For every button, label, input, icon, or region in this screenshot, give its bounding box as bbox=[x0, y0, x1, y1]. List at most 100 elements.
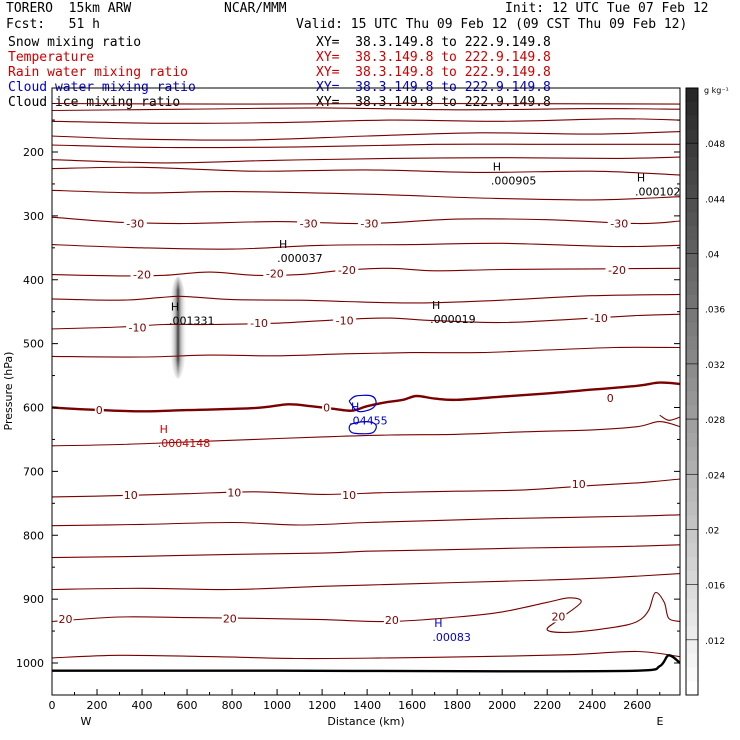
temperature-contour-label: -30 bbox=[300, 218, 318, 231]
x-tick-label: 400 bbox=[132, 699, 153, 712]
y-tick-label: 200 bbox=[23, 146, 44, 159]
temperature-contour-label: 0 bbox=[607, 392, 614, 405]
contour-label-bg bbox=[383, 614, 400, 627]
x-tick-label: 1600 bbox=[398, 699, 426, 712]
colorbar-unit: g kg⁻¹ bbox=[704, 86, 729, 95]
temperature-contour-line bbox=[52, 118, 680, 124]
field-temperature-name: Temperature bbox=[8, 50, 95, 65]
colorbar-swatch bbox=[686, 253, 698, 268]
contour-label-bg bbox=[335, 264, 359, 277]
y-tick-label: 300 bbox=[23, 210, 44, 223]
contour-label-bg bbox=[570, 478, 587, 491]
temperature-contour-line bbox=[52, 421, 680, 447]
extremum-value: .000905 bbox=[491, 175, 537, 188]
contour-label-bg bbox=[322, 401, 332, 414]
colorbar-swatch bbox=[686, 501, 698, 517]
cloud-water-contour bbox=[348, 394, 377, 435]
colorbar-swatch bbox=[686, 432, 698, 448]
colorbar-swatch bbox=[686, 239, 698, 255]
field-snow-xy: XY= 38.3.149.8 to 222.9.149.8 bbox=[316, 35, 551, 50]
temperature-contour-label: -20 bbox=[338, 264, 356, 277]
temperature-contour-line bbox=[52, 313, 680, 330]
x-tick-label: 2200 bbox=[533, 699, 561, 712]
contour-label-bg bbox=[607, 217, 631, 230]
x-tick-label: 2600 bbox=[623, 699, 651, 712]
colorbar-tick-label: .028 bbox=[705, 416, 725, 426]
temperature-contour-label: 0 bbox=[96, 404, 103, 417]
colorbar-swatch bbox=[686, 681, 698, 696]
contour-label-bg bbox=[123, 217, 147, 230]
colorbar-swatch bbox=[686, 626, 698, 641]
field-temperature-xy: XY= 38.3.149.8 to 222.9.149.8 bbox=[316, 50, 551, 65]
temperature-contour-line bbox=[52, 544, 680, 559]
colorbar-tick-label: .012 bbox=[705, 637, 725, 647]
colorbar-swatch bbox=[686, 460, 698, 475]
field-rain-xy: XY= 38.3.149.8 to 222.9.149.8 bbox=[316, 65, 551, 80]
terrain-surface bbox=[52, 654, 680, 673]
contour-label-bg bbox=[247, 317, 271, 330]
extremum-marker: H bbox=[493, 161, 501, 174]
colorbar-swatch bbox=[686, 598, 698, 613]
colorbar-swatch bbox=[686, 639, 698, 655]
colorbar-swatch bbox=[686, 446, 698, 462]
extremum-value: .0004148 bbox=[158, 437, 211, 450]
temperature-contour-label: 10 bbox=[572, 478, 586, 491]
contour-labels: -30 -30 -30 -30 -20 -20 -20 -20 -10 -10 -10 -10 0 0 0 1… bbox=[57, 217, 631, 627]
extrema-markers: H.000905 H.000102H.000037H.001331H.000019… bbox=[158, 161, 681, 645]
temperature-contour-line bbox=[52, 131, 680, 141]
colorbar-tick-label: .024 bbox=[705, 471, 725, 481]
extremum-value: .000019 bbox=[430, 313, 476, 326]
temperature-contour-label: 0 bbox=[323, 402, 330, 415]
colorbar-swatch bbox=[686, 267, 698, 282]
snow-column-fade bbox=[168, 274, 189, 381]
x-tick-label: 200 bbox=[87, 699, 108, 712]
contour-label-bg bbox=[226, 486, 243, 499]
colorbar-swatch bbox=[686, 419, 698, 434]
y-tick-label: 400 bbox=[23, 274, 44, 287]
y-tick-label: 900 bbox=[23, 593, 44, 606]
contour-label-bg bbox=[605, 391, 615, 404]
colorbar-swatch bbox=[686, 129, 698, 144]
colorbar-tick-label: .02 bbox=[705, 526, 719, 536]
contour-label-bg bbox=[122, 489, 139, 502]
x-axis-east-label: E bbox=[657, 715, 664, 728]
x-tick-label: 0 bbox=[49, 699, 56, 712]
temperature-contour-line bbox=[52, 267, 680, 277]
extremum-marker: H bbox=[171, 300, 179, 313]
colorbar-swatch bbox=[686, 143, 698, 158]
temperature-contour-label: -30 bbox=[126, 218, 144, 231]
contour-label-bg bbox=[94, 404, 104, 417]
temperature-contour-line bbox=[52, 102, 680, 105]
field-cloudice-name: Cloud ice mixing ratio bbox=[8, 95, 181, 110]
temperature-contour-label: -10 bbox=[336, 315, 354, 328]
temperature-contour-line bbox=[52, 592, 680, 633]
colorbar-swatch bbox=[686, 667, 698, 682]
temperature-contour-label: 10 bbox=[342, 489, 356, 502]
extremum-marker: H bbox=[432, 299, 440, 312]
x-tick-label: 2000 bbox=[488, 699, 516, 712]
extremum-value: .000102 bbox=[635, 185, 681, 198]
x-tick-label: 1000 bbox=[263, 699, 291, 712]
center-name: NCAR/MMM bbox=[224, 1, 287, 16]
colorbar-swatch bbox=[686, 377, 698, 393]
temperature-contour-label: -30 bbox=[360, 218, 378, 231]
colorbar-swatch bbox=[686, 88, 698, 103]
temperature-contour-line bbox=[52, 166, 680, 176]
colorbar-swatch bbox=[686, 653, 698, 669]
plot-frame bbox=[51, 87, 681, 696]
extremum-marker: H bbox=[637, 171, 645, 184]
field-cloudice-xy: XY= 38.3.149.8 to 222.9.149.8 bbox=[316, 95, 551, 110]
field-rain-name: Rain water mixing ratio bbox=[8, 65, 189, 80]
x-tick-label: 2400 bbox=[578, 699, 606, 712]
colorbar-swatch bbox=[686, 225, 698, 241]
contour-label-bg bbox=[57, 612, 74, 625]
temperature-contour-label: -20 bbox=[608, 264, 626, 277]
terrain-line bbox=[52, 654, 680, 673]
extremum-value: .00083 bbox=[432, 631, 471, 644]
contour-label-bg bbox=[126, 321, 150, 334]
temperature-contour-line bbox=[52, 156, 680, 164]
temperature-contour-label: -10 bbox=[129, 322, 147, 335]
colorbar-frame bbox=[685, 87, 699, 696]
colorbar: .012 .016 .02 .024 .028 .032 .036 .04 .044 .048 bbox=[685, 87, 725, 696]
